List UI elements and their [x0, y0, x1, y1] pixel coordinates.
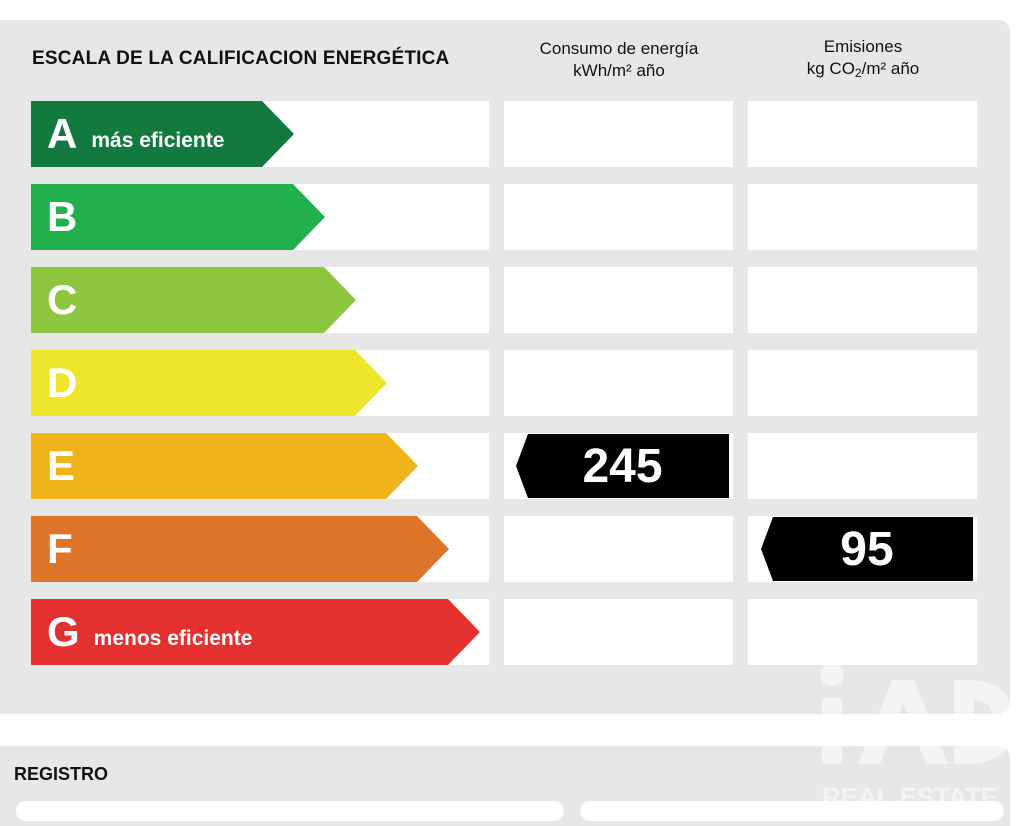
emissions-cell-b	[748, 184, 977, 250]
energy-header-unit: kWh/m² año	[573, 61, 665, 80]
emissions-unit-pre: kg CO	[806, 59, 855, 78]
band-letter: C	[47, 276, 78, 323]
energy-rating-value: 245	[582, 439, 663, 493]
energy-cell-a	[504, 101, 733, 167]
energy-cell-b	[504, 184, 733, 250]
band-letter: F	[47, 525, 73, 572]
emissions-column-header: Emisiones kg CO2/m² año	[748, 36, 978, 84]
emissions-unit-post: /m² año	[861, 59, 920, 78]
energy-cell-d	[504, 350, 733, 416]
band-g: G menos eficiente	[31, 599, 480, 665]
band-c: C	[31, 267, 356, 333]
emissions-header-unit: kg CO2/m² año	[748, 58, 978, 84]
band-e: E	[31, 433, 418, 499]
emissions-header-title: Emisiones	[823, 37, 903, 56]
energy-column-header: Consumo de energía kWh/m² año	[504, 38, 734, 82]
emissions-rating-value: 95	[840, 522, 894, 576]
band-letter: B	[47, 193, 78, 240]
emissions-cell-c	[748, 267, 977, 333]
emissions-cell-e	[748, 433, 977, 499]
energy-cell-c	[504, 267, 733, 333]
band-b: B	[31, 184, 325, 250]
iad-watermark-logo: REAL ESTATE	[820, 662, 1014, 808]
emissions-unit-sub: 2	[854, 66, 862, 80]
band-description: más eficiente	[91, 129, 225, 152]
energy-header-title: Consumo de energía	[539, 39, 699, 58]
emissions-cell-d	[748, 350, 977, 416]
band-description: menos eficiente	[93, 627, 253, 650]
registro-field-left	[16, 801, 564, 821]
band-letter: G	[47, 608, 80, 655]
energy-cell-g	[504, 599, 733, 665]
band-letter: A	[47, 110, 78, 157]
band-a: A más eficiente	[31, 101, 294, 167]
emissions-cell-a	[748, 101, 977, 167]
energy-rating-marker: 245	[516, 434, 729, 498]
watermark-tagline: REAL ESTATE	[822, 782, 998, 808]
scale-title: ESCALA DE LA CALIFICACION ENERGÉTICA	[32, 48, 450, 69]
band-f: F	[31, 516, 449, 582]
band-letter: E	[47, 442, 76, 489]
band-letter: D	[47, 359, 78, 406]
emissions-cell-g	[748, 599, 977, 665]
emissions-rating-marker: 95	[761, 517, 973, 581]
registro-title: REGISTRO	[14, 764, 109, 784]
energy-cell-f	[504, 516, 733, 582]
band-d: D	[31, 350, 387, 416]
